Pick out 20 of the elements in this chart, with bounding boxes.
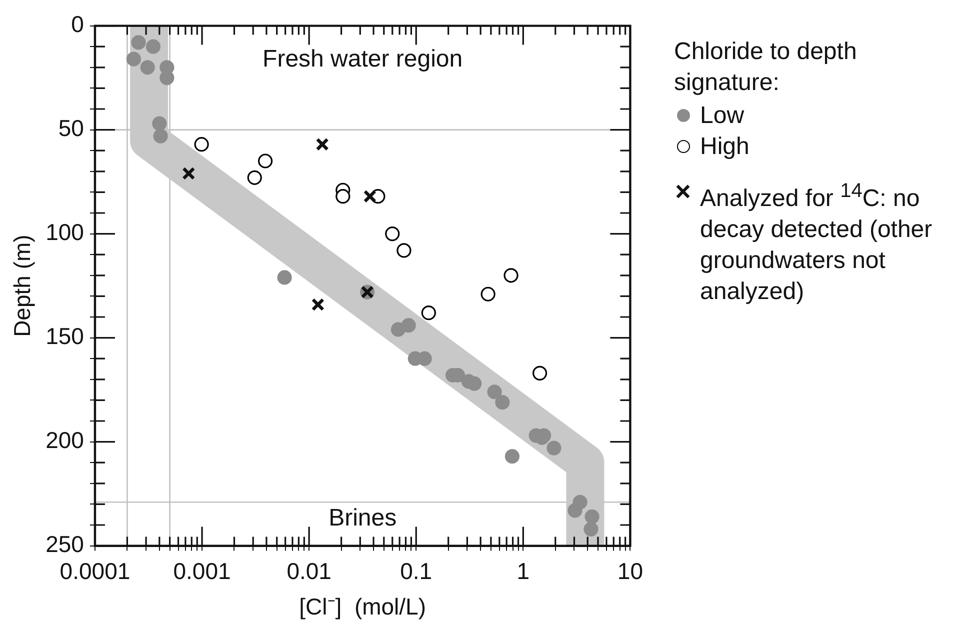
y-tick-label: 250 bbox=[46, 531, 84, 558]
x-axis-title: [Cl⁻] (mol/L) bbox=[299, 594, 426, 620]
y-tick-label: 50 bbox=[58, 115, 84, 142]
x-tick-label: 0.0001 bbox=[60, 558, 130, 584]
y-axis-title: Depth (m) bbox=[9, 234, 36, 337]
x-tick-label: 0.001 bbox=[173, 558, 231, 584]
ref-line-label: Fresh water region bbox=[262, 45, 463, 72]
legend-label: Low bbox=[700, 101, 746, 131]
legend-title: Chloride to depth signature: bbox=[674, 37, 858, 98]
x-tick-label: 1 bbox=[516, 558, 530, 584]
legend-label: High bbox=[700, 132, 750, 162]
y-tick-label: 100 bbox=[46, 219, 84, 246]
y-tick-label: 150 bbox=[46, 323, 84, 350]
x-tick-label: 10 bbox=[617, 558, 644, 584]
legend-label: Analyzed for $^{14}$C: no decay detected (other groundwaters not analyzed) bbox=[700, 179, 934, 307]
y-tick-label: 200 bbox=[46, 427, 84, 454]
x-tick-label: 0.01 bbox=[286, 558, 332, 584]
y-tick-label: 0 bbox=[71, 11, 84, 38]
x-tick-label: 0.1 bbox=[400, 558, 432, 584]
ref-line-label: Brines bbox=[328, 504, 397, 532]
